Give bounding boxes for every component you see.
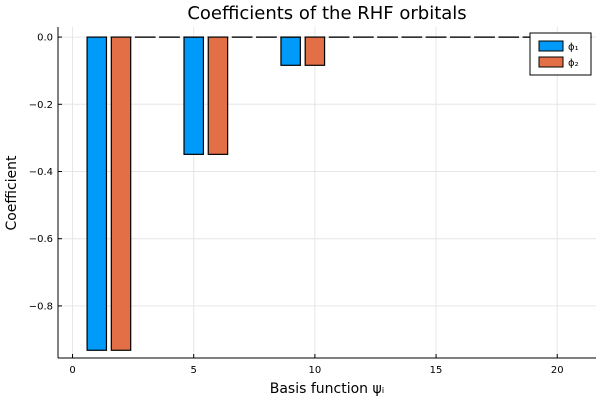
legend: ϕ₁ ϕ₂ [529, 32, 592, 76]
legend-swatch-phi1 [538, 40, 564, 52]
ticks-layer: 0 5 10 15 20 0.0 −0.2 −0.4 −0.6 −0.8 [29, 33, 564, 376]
bar-series-2-x-2 [110, 36, 132, 351]
bar-series-1-x-5 [183, 36, 205, 155]
bars-layer [86, 36, 592, 351]
bar-series-2-x-10 [304, 36, 326, 66]
legend-swatch-phi2 [538, 56, 564, 68]
x-tick-label: 20 [551, 365, 564, 376]
y-tick-label: 0.0 [37, 33, 53, 44]
y-tick-label: −0.8 [29, 301, 53, 312]
x-axis-title: Basis function ψᵢ [270, 381, 385, 397]
y-tick-label: −0.4 [29, 167, 53, 178]
legend-box [529, 32, 592, 76]
x-tick-label: 0 [69, 365, 75, 376]
x-tick-label: 10 [309, 365, 322, 376]
y-axis-title: Coefficient [4, 155, 20, 231]
x-tick-label: 5 [191, 365, 197, 376]
axes-layer [57, 27, 596, 359]
x-tick-label: 15 [430, 365, 443, 376]
bar-series-1-x-9 [280, 36, 301, 66]
bar-series-2-x-6 [207, 36, 229, 155]
y-tick-label: −0.6 [29, 234, 53, 245]
chart-title: Coefficients of the RHF orbitals [187, 3, 466, 24]
y-tick-label: −0.2 [29, 100, 53, 111]
grid-layer [58, 27, 596, 358]
bar-series-1-x-1 [86, 36, 108, 351]
legend-label-phi2: ϕ₂ [568, 58, 579, 69]
legend-label-phi1: ϕ₁ [568, 42, 579, 53]
